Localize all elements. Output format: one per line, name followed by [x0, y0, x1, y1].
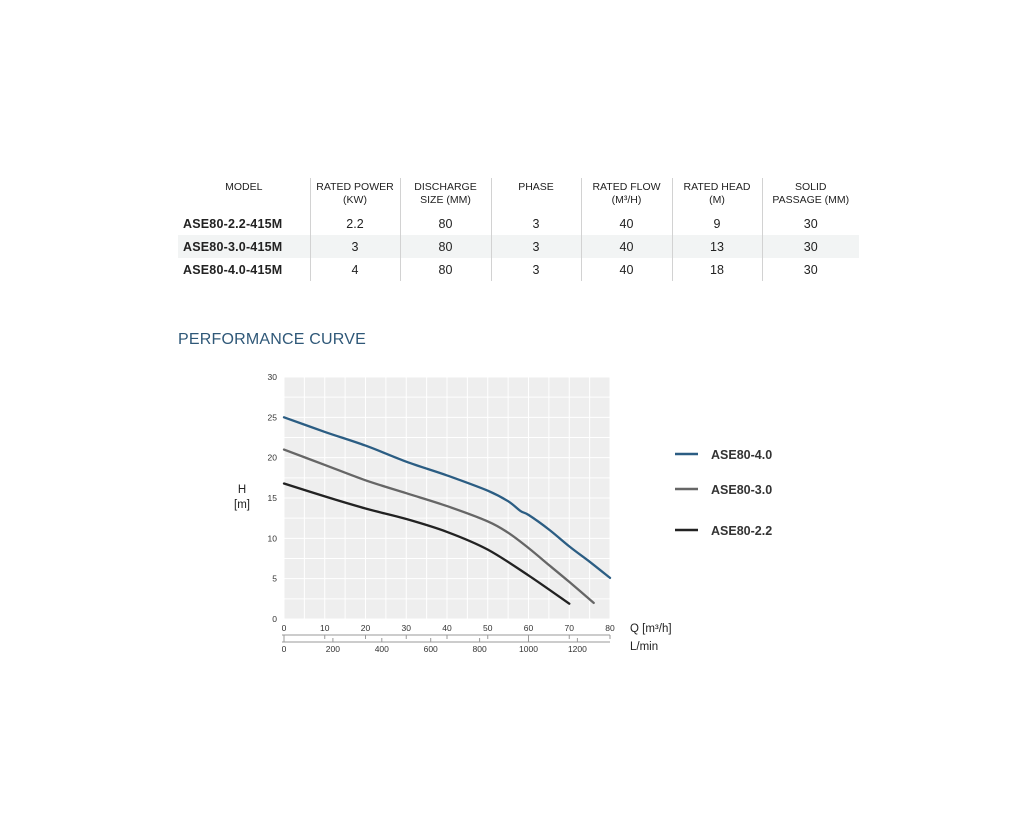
header-discharge-size: DISCHARGE SIZE (MM) [399, 178, 491, 212]
table-row: ASE80-3.0-415M 3 80 3 40 13 30 [178, 235, 859, 258]
cell-rated-power: 4 [309, 258, 400, 281]
header-phase: PHASE [490, 178, 581, 212]
cell-discharge-size: 80 [399, 258, 491, 281]
y-axis-label: H [238, 484, 246, 496]
header-rated-power: RATED POWER (KW) [309, 178, 400, 212]
table-row: ASE80-4.0-415M 4 80 3 40 18 30 [178, 258, 859, 281]
cell-solid-passage: 30 [761, 212, 859, 235]
y-tick-label: 20 [268, 453, 278, 463]
x2-axis-label: L/min [630, 641, 658, 653]
x2-tick-label: 600 [424, 644, 438, 654]
x2-tick-label: 1200 [568, 644, 587, 654]
legend-label: ASE80-4.0 [711, 448, 772, 462]
table-row: ASE80-2.2-415M 2.2 80 3 40 9 30 [178, 212, 859, 235]
y-tick-label: 30 [268, 372, 278, 382]
x-tick-label: 80 [605, 623, 615, 633]
x2-tick-label: 800 [473, 644, 487, 654]
series-line-ase80-2.2 [282, 482, 571, 605]
x2-tick-label: 0 [282, 644, 287, 654]
cell-rated-head: 13 [671, 235, 762, 258]
header-rated-head: RATED HEAD (M) [671, 178, 762, 212]
y-tick-label: 10 [268, 533, 278, 543]
cell-solid-passage: 30 [761, 235, 859, 258]
cell-model: ASE80-3.0-415M [178, 235, 310, 258]
cell-rated-head: 18 [671, 258, 762, 281]
legend-label: ASE80-2.2 [711, 524, 772, 538]
cell-rated-flow: 40 [580, 212, 672, 235]
cell-phase: 3 [490, 258, 581, 281]
x-tick-label: 0 [282, 623, 287, 633]
y-axis-label: [m] [234, 499, 250, 511]
legend-label: ASE80-3.0 [711, 483, 772, 497]
header-solid-passage: SOLID PASSAGE (MM) [761, 178, 859, 212]
cell-discharge-size: 80 [399, 212, 491, 235]
x-tick-label: 20 [361, 623, 371, 633]
cell-solid-passage: 30 [761, 258, 859, 281]
x-tick-label: 10 [320, 623, 330, 633]
cell-rated-power: 3 [309, 235, 400, 258]
x-tick-label: 50 [483, 623, 493, 633]
x-tick-label: 70 [565, 623, 575, 633]
header-rated-flow: RATED FLOW (M³/H) [580, 178, 672, 212]
x-tick-label: 60 [524, 623, 534, 633]
header-model: MODEL [225, 181, 263, 193]
cell-phase: 3 [490, 212, 581, 235]
cell-model: ASE80-2.2-415M [183, 216, 283, 231]
x-axis-label: Q [m³/h] [630, 623, 672, 635]
y-tick-label: 0 [272, 614, 277, 624]
series-line-ase80-3.0 [282, 448, 595, 605]
x2-tick-label: 400 [375, 644, 389, 654]
spec-table: MODEL RATED POWER (KW) DISCHARGE SIZE (M… [178, 178, 859, 281]
y-tick-label: 15 [268, 493, 278, 503]
y-tick-label: 25 [268, 412, 278, 422]
x2-tick-label: 1000 [519, 644, 538, 654]
x-tick-label: 30 [402, 623, 412, 633]
cell-rated-head: 9 [671, 212, 762, 235]
cell-rated-flow: 40 [580, 258, 672, 281]
cell-model: ASE80-4.0-415M [183, 262, 283, 277]
cell-discharge-size: 80 [399, 235, 491, 258]
table-header-row: MODEL RATED POWER (KW) DISCHARGE SIZE (M… [178, 178, 859, 212]
cell-rated-power: 2.2 [309, 212, 400, 235]
section-title: PERFORMANCE CURVE [178, 331, 367, 348]
x2-tick-label: 200 [326, 644, 340, 654]
cell-phase: 3 [490, 235, 581, 258]
cell-rated-flow: 40 [580, 235, 672, 258]
y-tick-label: 5 [272, 574, 277, 584]
x-tick-label: 40 [442, 623, 452, 633]
series-line-ase80-4.0 [282, 416, 612, 580]
